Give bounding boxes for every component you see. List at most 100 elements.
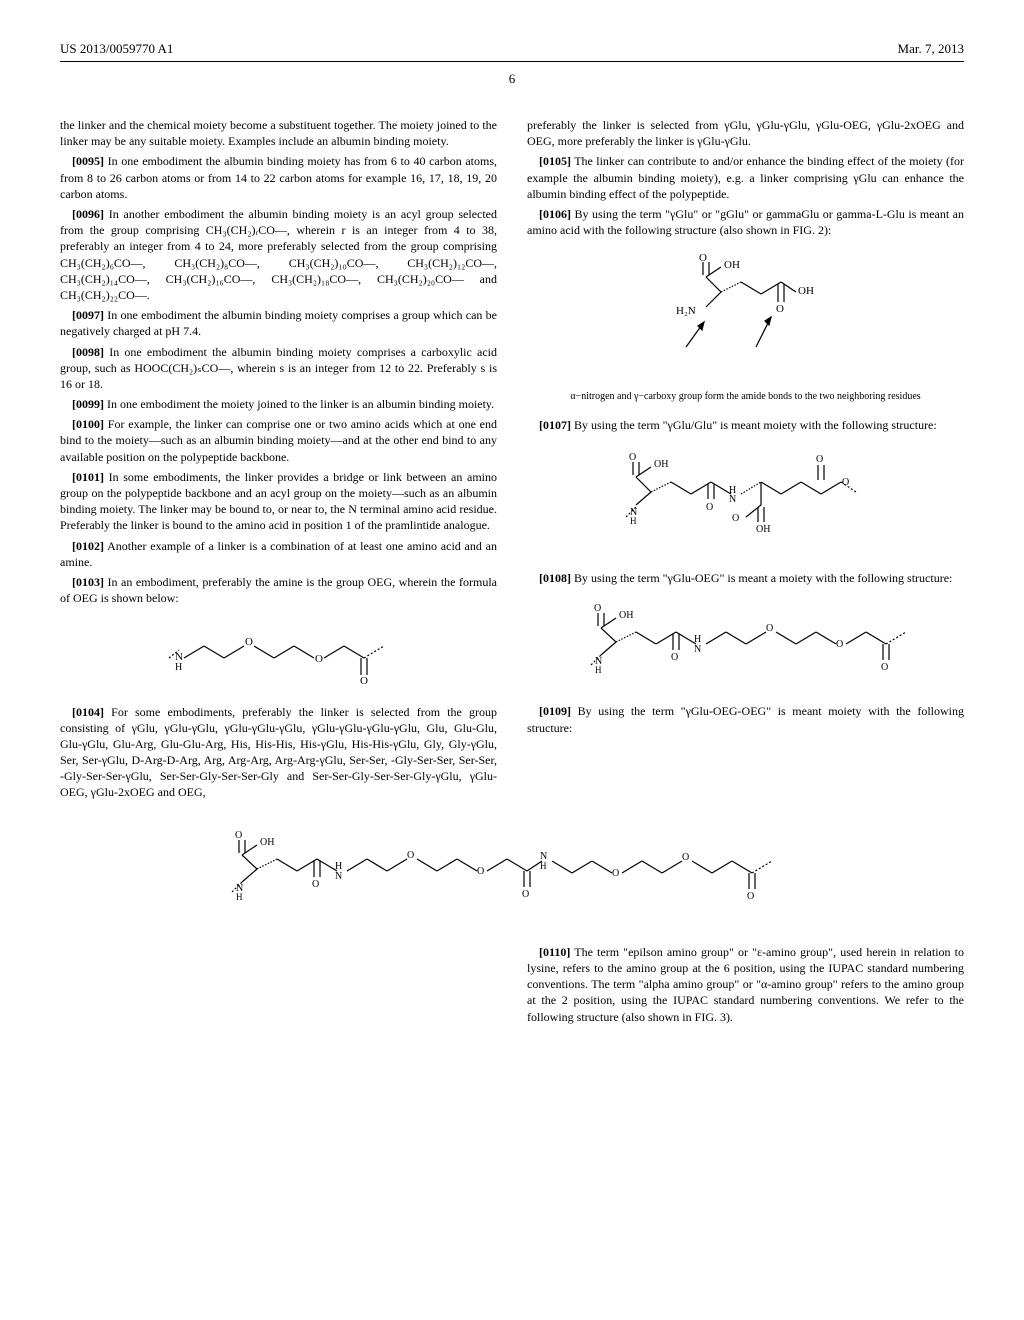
para-num: [0103]: [72, 575, 104, 589]
intro-para: the linker and the chemical moiety becom…: [60, 117, 497, 149]
para-num: [0105]: [539, 154, 571, 168]
para-text: By using the term "γGlu/Glu" is meant mo…: [574, 418, 937, 432]
fig2-caption: α−nitrogen and γ−carboxy group form the …: [527, 391, 964, 403]
svg-text:O: O: [881, 662, 888, 673]
para-num: [0101]: [72, 470, 104, 484]
svg-text:OH: OH: [756, 524, 770, 535]
para-num: [0095]: [72, 154, 104, 168]
svg-text:OH: OH: [260, 837, 274, 848]
para-text: For example, the linker can comprise one…: [60, 417, 497, 463]
svg-text:O: O: [245, 636, 253, 648]
svg-text:H: H: [630, 516, 637, 526]
svg-text:O: O: [629, 452, 636, 463]
right-intro: preferably the linker is selected from γ…: [527, 117, 964, 149]
patent-number: US 2013/0059770 A1: [60, 40, 173, 58]
svg-text:O: O: [522, 889, 529, 900]
svg-text:O: O: [612, 868, 619, 879]
para-num: [0098]: [72, 345, 104, 359]
patent-page: US 2013/0059770 A1 Mar. 7, 2013 6 the li…: [0, 0, 1024, 1069]
svg-text:O: O: [594, 603, 601, 614]
svg-text:O: O: [816, 454, 823, 465]
left-column-bottom: [60, 944, 497, 1029]
svg-text:N: N: [335, 871, 342, 882]
right-column-bottom: [0110] The term "epilson amino group" or…: [527, 944, 964, 1029]
svg-text:O: O: [312, 879, 319, 890]
para-num: [0110]: [539, 945, 570, 959]
svg-text:O: O: [360, 675, 368, 685]
chem-structure-gglu: O OH OH O H₂N α−nitrogen and γ−carboxy g…: [527, 252, 964, 402]
gglu-oeg-svg: O OH N H O H N O O O: [566, 600, 926, 685]
svg-text:H: H: [595, 665, 602, 675]
svg-text:H₂N: H₂N: [676, 305, 696, 317]
svg-text:N: N: [694, 644, 701, 655]
svg-text:OH: OH: [724, 259, 740, 271]
para-0104: [0104] For some embodiments, preferably …: [60, 704, 497, 801]
para-num: [0099]: [72, 397, 104, 411]
chem-structure-gglu-oeg: O OH N H O H N O O O: [527, 600, 964, 689]
gglu-oeg-oeg-svg: O OH N H O H N O O O N H O O O: [152, 825, 872, 920]
para-text: By using the term "γGlu" or "gGlu" or ga…: [527, 207, 964, 237]
page-number: 6: [60, 70, 964, 88]
svg-text:OH: OH: [654, 459, 668, 470]
para-0101: [0101] In some embodiments, the linker p…: [60, 469, 497, 534]
oeg-svg: N H O O O: [159, 620, 399, 685]
svg-text:O: O: [315, 653, 323, 665]
para-0097: [0097] In one embodiment the albumin bin…: [60, 307, 497, 339]
para-text: In one embodiment the albumin binding mo…: [60, 308, 497, 338]
svg-text:OH: OH: [798, 285, 814, 297]
chem-structure-oeg: N H O O O: [60, 620, 497, 689]
gglu-glu-svg: O OH N H O H N O O O OH: [596, 447, 896, 552]
gglu-svg: O OH OH O H₂N: [646, 252, 846, 382]
page-header: US 2013/0059770 A1 Mar. 7, 2013: [60, 40, 964, 62]
para-0103: [0103] In an embodiment, preferably the …: [60, 574, 497, 606]
para-text: In another embodiment the albumin bindin…: [60, 207, 497, 302]
para-num: [0102]: [72, 539, 104, 553]
svg-text:O: O: [776, 303, 784, 315]
para-text: By using the term "γGlu-OEG-OEG" is mean…: [527, 704, 964, 734]
para-0098: [0098] In one embodiment the albumin bin…: [60, 344, 497, 393]
para-text: For some embodiments, preferably the lin…: [60, 705, 497, 800]
para-0106: [0106] By using the term "γGlu" or "gGlu…: [527, 206, 964, 238]
para-0108: [0108] By using the term "γGlu-OEG" is m…: [527, 570, 964, 586]
para-num: [0107]: [539, 418, 571, 432]
para-0107: [0107] By using the term "γGlu/Glu" is m…: [527, 417, 964, 433]
para-text: In an embodiment, preferably the amine i…: [60, 575, 497, 605]
chem-structure-gglu-glu: O OH N H O H N O O O OH: [527, 447, 964, 556]
para-num: [0096]: [72, 207, 104, 221]
para-num: [0100]: [72, 417, 104, 431]
para-0095: [0095] In one embodiment the albumin bin…: [60, 153, 497, 202]
para-num: [0106]: [539, 207, 571, 221]
para-text: In one embodiment the albumin binding mo…: [60, 154, 497, 200]
para-text: In one embodiment the moiety joined to t…: [107, 397, 494, 411]
svg-text:O: O: [671, 652, 678, 663]
svg-text:O: O: [235, 830, 242, 841]
para-0109: [0109] By using the term "γGlu-OEG-OEG" …: [527, 703, 964, 735]
right-column: preferably the linker is selected from γ…: [527, 117, 964, 805]
para-num: [0109]: [539, 704, 571, 718]
para-0099: [0099] In one embodiment the moiety join…: [60, 396, 497, 412]
para-0100: [0100] For example, the linker can compr…: [60, 416, 497, 465]
bottom-columns: [0110] The term "epilson amino group" or…: [60, 944, 964, 1029]
left-column: the linker and the chemical moiety becom…: [60, 117, 497, 805]
para-text: The linker can contribute to and/or enha…: [527, 154, 964, 200]
para-text: The term "epilson amino group" or "ε-ami…: [527, 945, 964, 1024]
svg-text:H: H: [236, 892, 243, 902]
svg-text:O: O: [747, 891, 754, 902]
svg-text:O: O: [477, 866, 484, 877]
svg-text:O: O: [407, 850, 414, 861]
svg-text:H: H: [540, 861, 547, 871]
para-0110: [0110] The term "epilson amino group" or…: [527, 944, 964, 1025]
para-text: In one embodiment the albumin binding mo…: [60, 345, 497, 391]
svg-text:N: N: [729, 494, 736, 505]
para-0105: [0105] The linker can contribute to and/…: [527, 153, 964, 202]
svg-text:H: H: [175, 662, 182, 673]
para-text: In some embodiments, the linker provides…: [60, 470, 497, 533]
chem-structure-gglu-oeg-oeg: O OH N H O H N O O O N H O O O: [60, 825, 964, 924]
svg-text:O: O: [732, 513, 739, 524]
para-num: [0108]: [539, 571, 571, 585]
para-text: Another example of a linker is a combina…: [60, 539, 497, 569]
svg-text:O: O: [842, 477, 849, 488]
svg-text:O: O: [706, 502, 713, 513]
para-num: [0097]: [72, 308, 104, 322]
svg-text:OH: OH: [619, 610, 633, 621]
